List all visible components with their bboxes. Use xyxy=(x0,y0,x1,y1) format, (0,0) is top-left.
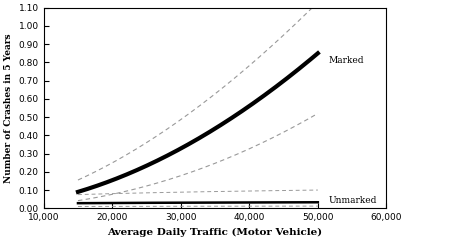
Text: Unmarked: Unmarked xyxy=(328,196,376,205)
Text: Marked: Marked xyxy=(328,56,364,65)
Y-axis label: Number of Crashes in 5 Years: Number of Crashes in 5 Years xyxy=(4,33,13,183)
X-axis label: Average Daily Traffic (Motor Vehicle): Average Daily Traffic (Motor Vehicle) xyxy=(107,228,323,237)
